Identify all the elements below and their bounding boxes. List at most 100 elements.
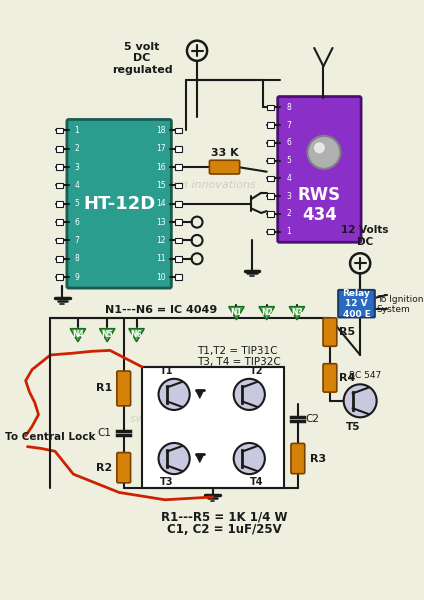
Polygon shape xyxy=(129,329,144,342)
Circle shape xyxy=(344,385,377,418)
Polygon shape xyxy=(289,307,305,320)
Bar xyxy=(175,201,182,206)
Text: 13: 13 xyxy=(156,218,166,227)
FancyBboxPatch shape xyxy=(323,318,337,346)
Text: 4: 4 xyxy=(75,181,79,190)
Text: T5: T5 xyxy=(346,422,360,432)
Bar xyxy=(267,176,274,181)
Bar xyxy=(56,238,63,243)
Text: BC 547: BC 547 xyxy=(349,371,381,380)
Bar xyxy=(267,211,274,217)
Polygon shape xyxy=(229,307,244,320)
Text: 2: 2 xyxy=(75,144,79,153)
Text: 15: 15 xyxy=(156,181,166,190)
Bar xyxy=(175,128,182,133)
Text: swagatam innovations: swagatam innovations xyxy=(130,181,255,190)
Text: T3: T3 xyxy=(160,477,173,487)
Text: 3: 3 xyxy=(75,163,79,172)
Text: 6: 6 xyxy=(75,218,79,227)
Text: 5 volt
DC
regulated: 5 volt DC regulated xyxy=(112,41,173,75)
Circle shape xyxy=(234,443,265,474)
Bar xyxy=(142,367,284,488)
Bar xyxy=(56,164,63,170)
Text: 17: 17 xyxy=(156,144,166,153)
Bar xyxy=(56,274,63,280)
Text: 16: 16 xyxy=(156,163,166,172)
Text: 7: 7 xyxy=(75,236,79,245)
Polygon shape xyxy=(100,329,115,342)
FancyBboxPatch shape xyxy=(278,97,361,242)
Text: 6: 6 xyxy=(286,138,291,147)
Text: 11: 11 xyxy=(156,254,166,263)
Text: 18: 18 xyxy=(156,126,166,135)
Text: N1---N6 = IC 4049: N1---N6 = IC 4049 xyxy=(106,305,218,314)
Bar xyxy=(56,128,63,133)
Text: 5: 5 xyxy=(75,199,79,208)
Text: RWS
434: RWS 434 xyxy=(298,185,341,224)
Bar xyxy=(175,164,182,170)
Polygon shape xyxy=(195,454,204,463)
Text: To Central Lock: To Central Lock xyxy=(5,433,95,442)
Bar xyxy=(56,146,63,152)
Text: 8: 8 xyxy=(75,254,79,263)
Text: swagatam innovations: swagatam innovations xyxy=(130,414,255,424)
Text: R3: R3 xyxy=(310,454,326,464)
Text: T4: T4 xyxy=(250,477,263,487)
Text: R2: R2 xyxy=(95,463,112,473)
FancyBboxPatch shape xyxy=(323,364,337,392)
Bar xyxy=(267,158,274,163)
Text: T3, T4 = TIP32C: T3, T4 = TIP32C xyxy=(197,357,281,367)
Text: Relay
12 V
400 E: Relay 12 V 400 E xyxy=(343,289,371,319)
Circle shape xyxy=(159,379,190,410)
Text: C2: C2 xyxy=(305,414,319,424)
Polygon shape xyxy=(259,307,274,320)
Bar xyxy=(175,274,182,280)
Bar xyxy=(175,256,182,262)
Text: 5: 5 xyxy=(286,156,291,165)
Text: 14: 14 xyxy=(156,199,166,208)
Text: 8: 8 xyxy=(286,103,291,112)
Text: C1, C2 = 1uF/25V: C1, C2 = 1uF/25V xyxy=(167,523,282,536)
Text: 10: 10 xyxy=(156,272,166,281)
Text: 12 Volts
DC: 12 Volts DC xyxy=(341,225,388,247)
Text: 1: 1 xyxy=(75,126,79,135)
Text: 1: 1 xyxy=(286,227,291,236)
Bar xyxy=(267,193,274,199)
FancyBboxPatch shape xyxy=(117,371,131,406)
Circle shape xyxy=(307,136,340,169)
Text: 33 K: 33 K xyxy=(211,148,238,158)
Bar xyxy=(267,140,274,146)
Text: 12: 12 xyxy=(156,236,166,245)
Text: T1: T1 xyxy=(160,366,173,376)
Bar xyxy=(56,256,63,262)
Text: 3: 3 xyxy=(286,191,291,200)
Bar xyxy=(56,201,63,206)
Circle shape xyxy=(234,379,265,410)
FancyBboxPatch shape xyxy=(67,119,171,288)
Bar xyxy=(56,220,63,225)
Circle shape xyxy=(159,443,190,474)
FancyBboxPatch shape xyxy=(338,290,375,317)
Text: 4: 4 xyxy=(286,174,291,183)
Bar xyxy=(175,220,182,225)
Text: HT-12D: HT-12D xyxy=(83,195,155,213)
FancyBboxPatch shape xyxy=(117,452,131,483)
Bar xyxy=(175,182,182,188)
Text: R1---R5 = 1K 1/4 W: R1---R5 = 1K 1/4 W xyxy=(161,511,288,524)
FancyBboxPatch shape xyxy=(291,443,305,473)
Polygon shape xyxy=(195,390,204,398)
Text: To Ignition
System: To Ignition System xyxy=(377,295,423,314)
Text: N2: N2 xyxy=(261,308,273,317)
Text: N3: N3 xyxy=(291,308,303,317)
Circle shape xyxy=(314,142,325,153)
Text: R5: R5 xyxy=(339,327,355,337)
Polygon shape xyxy=(70,329,86,342)
Text: 2: 2 xyxy=(286,209,291,218)
Text: N5: N5 xyxy=(101,329,113,338)
Bar xyxy=(175,146,182,152)
Text: 7: 7 xyxy=(286,121,291,130)
Bar xyxy=(267,229,274,235)
Text: R4: R4 xyxy=(339,373,355,383)
Bar xyxy=(175,238,182,243)
Text: T1,T2 = TIP31C: T1,T2 = TIP31C xyxy=(197,346,278,356)
